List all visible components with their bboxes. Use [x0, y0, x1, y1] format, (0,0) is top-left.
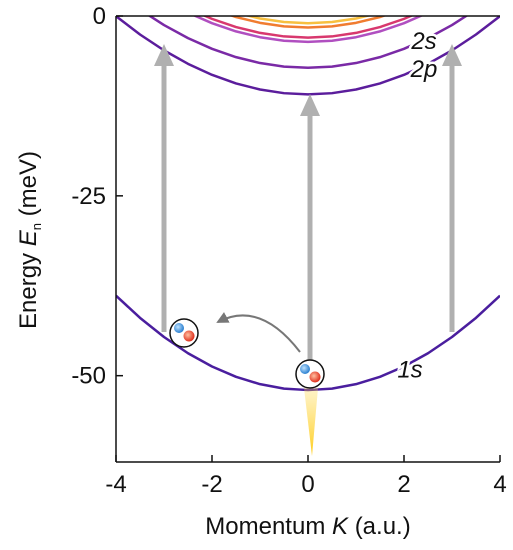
x-label-symbol: K — [332, 513, 349, 540]
x-tick-label: 0 — [301, 471, 314, 498]
series-label: 2s — [410, 28, 436, 55]
x-tick-label: 2 — [397, 471, 410, 498]
transition-arrows — [161, 62, 455, 372]
arrow-heads — [154, 44, 462, 116]
x-axis-label: Momentum K (a.u.) — [205, 513, 410, 540]
y-axis-label: Energy En (meV) — [15, 151, 44, 329]
y-tick-label: 0 — [93, 3, 106, 30]
series-label: 1s — [397, 356, 422, 383]
x-tick-label: -4 — [105, 471, 126, 498]
series-line — [244, 16, 372, 25]
y-label-symbol: E — [15, 229, 42, 246]
series-line — [192, 16, 424, 44]
y-label-unit: (meV) — [15, 151, 42, 216]
x-tick-label: -2 — [201, 471, 222, 498]
y-label-text: Energy — [15, 253, 42, 329]
series-line — [116, 16, 500, 96]
y-tick-label: -50 — [71, 363, 106, 390]
series-line — [202, 16, 414, 39]
x-label-unit: (a.u.) — [355, 513, 411, 540]
series-line — [229, 16, 387, 29]
y-tick-label: -25 — [71, 183, 106, 210]
excitation-cone — [304, 388, 318, 456]
scatter-arrow — [216, 312, 301, 353]
x-tick-label: 4 — [493, 471, 506, 498]
x-label-text: Momentum — [205, 513, 325, 540]
axes — [115, 15, 501, 463]
series-line — [147, 16, 469, 70]
decorations — [154, 44, 462, 456]
exciton-center — [295, 359, 325, 389]
series-label: 2p — [410, 56, 438, 83]
y-label-subscript: n — [29, 223, 44, 230]
exciton-left — [169, 318, 199, 348]
